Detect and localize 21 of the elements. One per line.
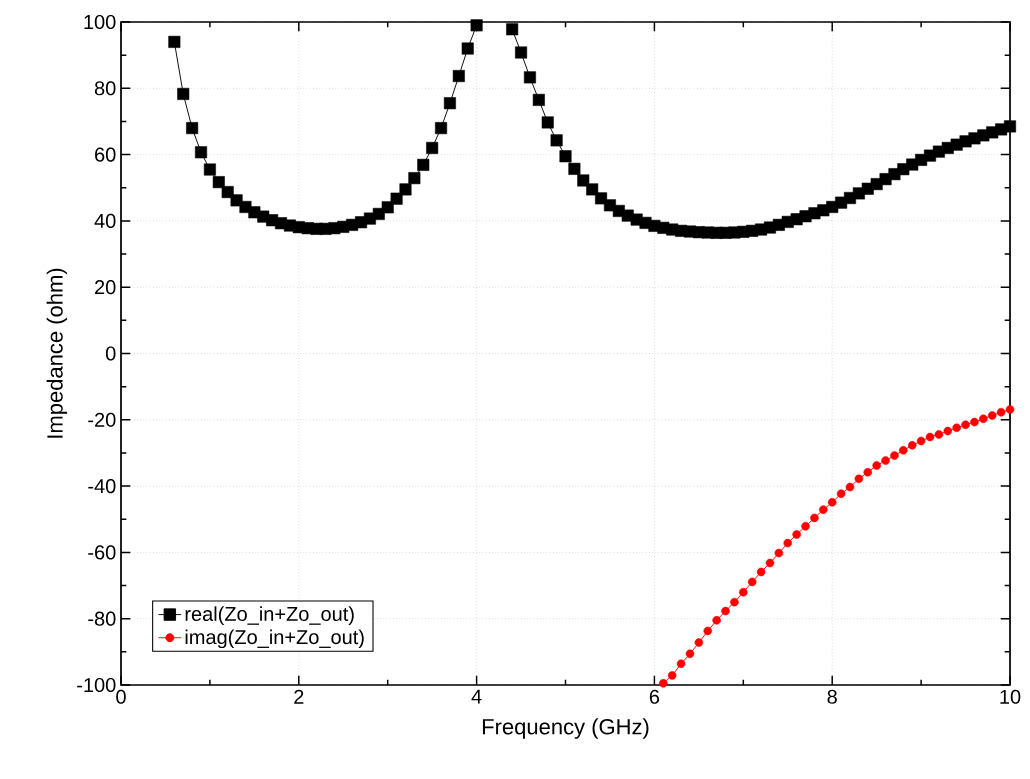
y-tick-label: 20 [95,280,116,295]
y-tick-label: 40 [94,213,116,228]
y-tick-label: -100 [77,677,116,693]
y-tick-label: -20 [88,412,116,427]
legend-label: real(Zo_in+Zo_out) [185,606,354,625]
y-tick-label: 60 [95,147,116,162]
x-tick-label: 2 [294,689,304,704]
y-tick-label: -80 [88,611,116,626]
y-tick-label: 100 [84,14,116,30]
y-tick-label: 0 [105,346,116,361]
x-tick-label: 0 [116,689,126,704]
x-tick-label: 8 [827,689,837,704]
x-tick-label: 4 [471,689,482,704]
y-tick-label: 80 [94,81,116,96]
y-tick-label: -40 [88,479,116,494]
x-tick-label: 10 [1000,689,1021,704]
legend-label: imag(Zo_in+Zo_out) [185,629,364,649]
x-axis-title: Frequency (GHz) [482,718,649,739]
y-axis-title: Impedance (ohm) [46,268,68,438]
x-tick-label: 6 [649,689,660,704]
y-tick-label: -60 [88,545,116,560]
